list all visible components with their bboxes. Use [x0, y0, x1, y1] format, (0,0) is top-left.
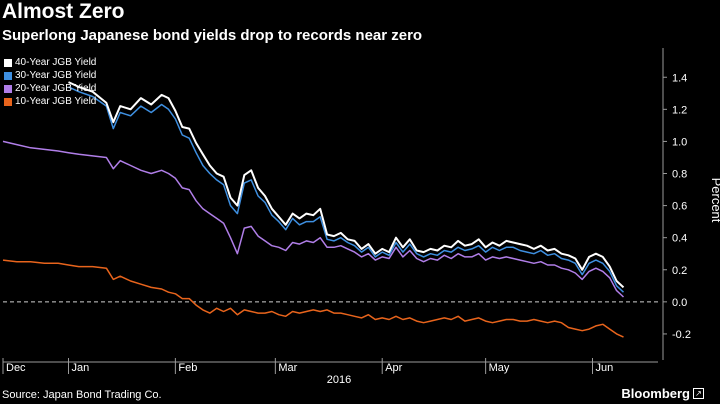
x-tick-label: Jan [72, 362, 90, 374]
legend-label: 40-Year JGB Yield [15, 57, 97, 68]
x-tick-label: Feb [178, 362, 197, 374]
y-tick-label: 0.6 [672, 201, 687, 213]
x-tick-label: Jun [596, 362, 614, 374]
legend-item: 20-Year JGB Yield [4, 82, 96, 95]
legend-item: 10-Year JGB Yield [4, 95, 96, 108]
legend-label: 10-Year JGB Yield [15, 96, 97, 107]
x-tick-label: Mar [278, 362, 297, 374]
bloomberg-logo-icon: ↗ [693, 388, 704, 399]
y-tick-label: -0.2 [672, 329, 691, 341]
legend-item: 30-Year JGB Yield [4, 69, 96, 82]
y-axis-label: Percent [709, 178, 720, 223]
x-axis-label: 2016 [327, 374, 351, 386]
legend-swatch [4, 71, 12, 80]
bloomberg-logo: Bloomberg [621, 386, 690, 401]
x-tick-label: Apr [385, 362, 402, 374]
y-tick-label: 0.0 [672, 297, 687, 309]
y-tick-label: 0.8 [672, 169, 687, 181]
legend-swatch [4, 97, 12, 106]
legend-swatch [4, 84, 12, 93]
chart-title: Almost Zero [2, 0, 125, 23]
series-line-1 [68, 81, 625, 289]
y-tick-label: 0.4 [672, 233, 687, 245]
legend-label: 30-Year JGB Yield [15, 70, 97, 81]
x-tick-label: May [489, 362, 510, 374]
y-tick-label: 1.2 [672, 104, 687, 116]
y-tick-label: 0.2 [672, 265, 687, 277]
series-line-4 [2, 259, 624, 338]
y-tick-label: 1.0 [672, 136, 687, 148]
y-tick-label: 1.4 [672, 72, 687, 84]
series-line-3 [2, 140, 625, 298]
series-line-2 [68, 86, 625, 293]
source-note: Source: Japan Bond Trading Co. [2, 389, 162, 401]
x-tick-label: Dec [6, 362, 26, 374]
legend-item: 40-Year JGB Yield [4, 56, 96, 69]
chart-subtitle: Superlong Japanese bond yields drop to r… [2, 27, 423, 44]
legend-swatch [4, 58, 12, 67]
chart-legend: 40-Year JGB Yield 30-Year JGB Yield 20-Yea… [4, 56, 96, 108]
legend-label: 20-Year JGB Yield [15, 83, 97, 94]
